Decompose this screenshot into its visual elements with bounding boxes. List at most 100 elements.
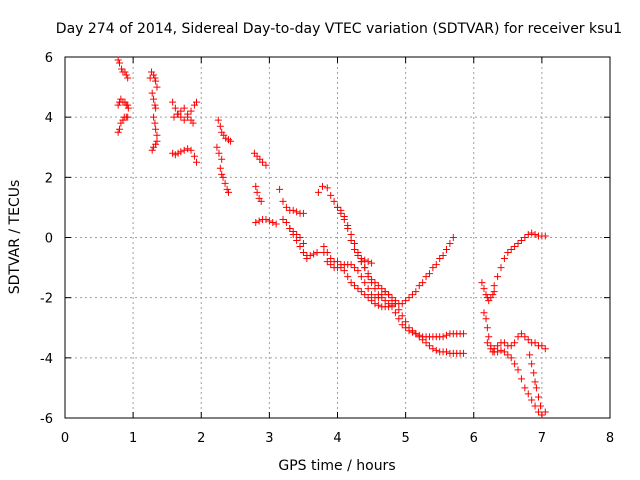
- data-point: [289, 206, 297, 214]
- data-point: [225, 188, 232, 196]
- data-point: [189, 119, 197, 127]
- data-point: [347, 261, 355, 269]
- data-point: [289, 227, 297, 235]
- data-point: [334, 203, 341, 211]
- data-point: [391, 309, 399, 317]
- series-arc-23: [303, 249, 321, 260]
- y-tick-label: 0: [45, 232, 53, 247]
- data-point: [412, 330, 420, 338]
- data-point: [526, 351, 534, 359]
- data-point: [347, 279, 355, 287]
- series-arc-26: [490, 229, 549, 290]
- x-tick-label: 0: [61, 431, 69, 446]
- series-arc-28: [483, 339, 549, 419]
- data-point: [357, 255, 365, 263]
- data-point: [497, 264, 505, 272]
- data-point: [150, 143, 158, 151]
- series-arc-11: [216, 164, 232, 196]
- data-point: [320, 243, 328, 251]
- data-point: [514, 366, 522, 374]
- data-point: [422, 273, 430, 281]
- data-point: [429, 345, 437, 353]
- data-point: [507, 246, 515, 254]
- data-point: [282, 203, 290, 211]
- data-point: [532, 384, 540, 392]
- series-arc-02: [114, 95, 132, 112]
- data-point: [218, 170, 226, 178]
- data-point: [511, 360, 519, 368]
- data-point: [214, 116, 222, 124]
- data-point: [192, 98, 200, 106]
- data-point: [398, 321, 406, 329]
- data-point: [327, 191, 335, 199]
- data-point: [116, 125, 123, 133]
- data-point: [152, 104, 160, 112]
- data-point: [524, 336, 532, 344]
- data-point: [378, 285, 386, 293]
- data-point: [153, 137, 161, 145]
- data-point: [368, 259, 376, 267]
- data-point: [150, 95, 158, 103]
- data-point: [347, 230, 355, 238]
- data-point: [408, 291, 416, 299]
- data-point: [364, 258, 372, 266]
- data-point: [255, 217, 263, 225]
- y-tick-label: 2: [45, 171, 53, 186]
- data-point: [398, 300, 406, 308]
- data-point: [511, 339, 519, 347]
- data-point: [151, 74, 159, 82]
- data-point: [425, 342, 433, 350]
- data-point: [282, 218, 290, 226]
- data-point: [124, 104, 132, 112]
- data-point: [439, 333, 447, 341]
- data-point: [314, 188, 322, 196]
- data-point: [221, 179, 229, 187]
- data-point: [530, 369, 538, 377]
- data-point: [323, 258, 331, 266]
- series-arc-24: [357, 255, 376, 267]
- data-point: [327, 261, 335, 269]
- series-arc-08: [170, 104, 197, 127]
- data-point: [184, 110, 192, 118]
- data-point: [443, 246, 450, 254]
- data-point: [327, 255, 335, 263]
- y-tick-label: 4: [45, 111, 53, 126]
- series-arc-18: [286, 224, 307, 248]
- data-point: [482, 315, 490, 323]
- data-point: [124, 74, 132, 82]
- data-point: [223, 185, 231, 193]
- data-point: [151, 101, 159, 109]
- series-arc-14: [252, 182, 265, 205]
- data-point: [439, 252, 447, 260]
- data-point: [412, 288, 420, 296]
- data-point: [121, 68, 129, 76]
- data-point: [497, 346, 505, 354]
- data-point: [257, 197, 265, 205]
- data-point: [116, 59, 123, 67]
- data-point: [517, 237, 525, 245]
- data-point: [483, 324, 491, 332]
- data-point: [494, 342, 502, 350]
- data-point: [330, 197, 338, 205]
- data-point: [177, 148, 185, 156]
- data-point: [299, 240, 307, 248]
- data-point: [114, 128, 122, 136]
- data-points: [114, 56, 549, 419]
- series-arc-22: [334, 203, 457, 308]
- data-point: [531, 339, 539, 347]
- data-point: [114, 56, 122, 64]
- x-tick-label: 2: [197, 431, 205, 446]
- data-point: [371, 279, 379, 287]
- data-point: [432, 346, 440, 354]
- data-point: [531, 230, 539, 238]
- data-point: [381, 288, 389, 296]
- data-point: [541, 345, 549, 353]
- series-arc-05: [148, 89, 160, 112]
- data-point: [170, 113, 178, 121]
- data-point: [443, 348, 450, 356]
- data-point: [480, 285, 488, 293]
- data-point: [361, 256, 369, 264]
- series-arc-12: [213, 143, 226, 163]
- data-point: [216, 164, 224, 172]
- data-point: [460, 330, 468, 338]
